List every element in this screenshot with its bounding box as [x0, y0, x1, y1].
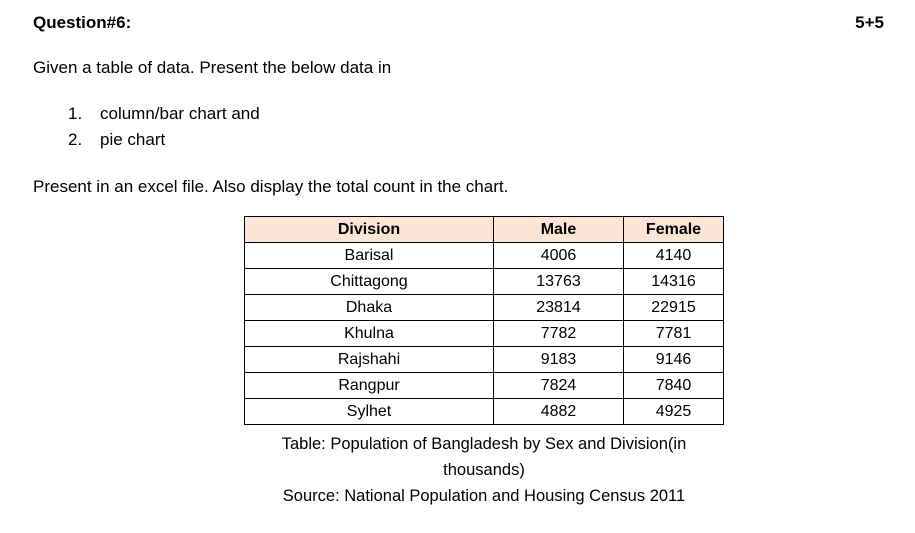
list-item-text: pie chart [100, 130, 166, 149]
female-cell: 4925 [623, 398, 724, 425]
requirements-list: 1. column/bar chart and 2. pie chart [68, 101, 884, 153]
table-row: Rajshahi 9183 9146 [244, 346, 724, 373]
table-row: Sylhet 4882 4925 [244, 398, 724, 425]
division-cell: Sylhet [244, 398, 494, 425]
list-item: 1. column/bar chart and [68, 101, 884, 127]
male-cell: 7824 [493, 372, 624, 399]
question-label: Question#6: [33, 13, 132, 32]
instruction-text: Present in an excel file. Also display t… [33, 177, 509, 196]
table-row: Khulna 7782 7781 [244, 320, 724, 347]
female-cell: 4140 [623, 242, 724, 269]
table-source: Source: National Population and Housing … [282, 487, 686, 505]
male-cell: 13763 [493, 268, 624, 295]
female-cell: 9146 [623, 346, 724, 373]
population-table: Division Male Female Barisal 4006 4140 Chit… [244, 216, 724, 425]
table-area: Division Male Female Barisal 4006 4140 Chit… [242, 216, 726, 509]
male-cell: 23814 [493, 294, 624, 321]
list-item: 2. pie chart [68, 127, 884, 153]
division-cell: Rangpur [244, 372, 494, 399]
division-cell: Dhaka [244, 294, 494, 321]
table-row: Chittagong 13763 14316 [244, 268, 724, 295]
marks-label: 5+5 [855, 13, 884, 32]
female-cell: 14316 [623, 268, 724, 295]
header-cell-division: Division [244, 216, 494, 243]
male-cell: 4882 [493, 398, 624, 425]
population-table-body: Barisal 4006 4140 Chittagong 13763 14316 Dhaka… [244, 242, 724, 425]
female-cell: 22915 [623, 294, 724, 321]
division-cell: Rajshahi [244, 346, 494, 373]
division-cell: Barisal [244, 242, 494, 269]
table-caption: Table: Population of Bangladesh by Sex a… [281, 435, 687, 479]
female-cell: 7781 [623, 320, 724, 347]
male-cell: 7782 [493, 320, 624, 347]
list-item-number: 1. [68, 104, 83, 123]
division-cell: Chittagong [244, 268, 494, 295]
table-header-row: Division Male Female [244, 216, 724, 243]
male-cell: 9183 [493, 346, 624, 373]
female-cell: 7840 [623, 372, 724, 399]
table-row: Rangpur 7824 7840 [244, 372, 724, 399]
list-item-text: column/bar chart and [100, 104, 260, 123]
header-cell-male: Male [493, 216, 624, 243]
male-cell: 4006 [493, 242, 624, 269]
intro-text: Given a table of data. Present the below… [33, 58, 392, 77]
table-row: Barisal 4006 4140 [244, 242, 724, 269]
table-row: Dhaka 23814 22915 [244, 294, 724, 321]
header-cell-female: Female [623, 216, 724, 243]
question-header-row: Question#6: 5+5 [33, 13, 884, 33]
list-item-number: 2. [68, 130, 83, 149]
division-cell: Khulna [244, 320, 494, 347]
